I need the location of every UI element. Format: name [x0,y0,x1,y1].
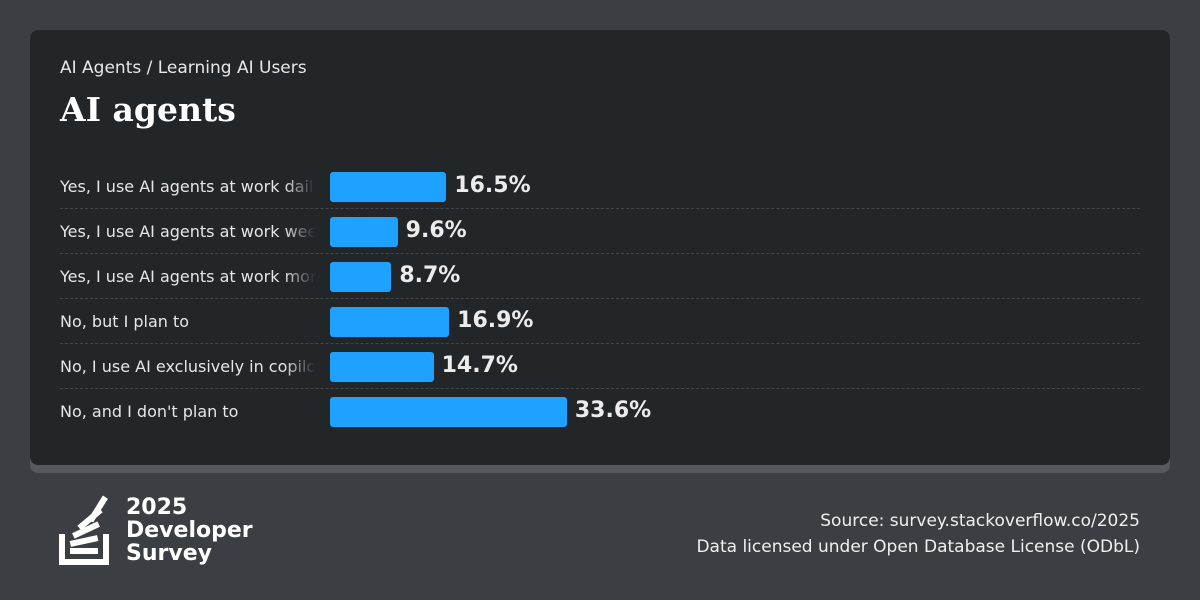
bar-label: No, and I don't plan to [60,402,239,421]
logo-text: 2025 Developer Survey [126,496,253,565]
bar-value-label: 8.7% [399,263,461,288]
logo-survey: Survey [126,541,212,566]
footer: Source: survey.stackoverflow.co/2025 Dat… [696,508,1140,560]
bar [330,172,447,202]
logo-developer: Developer [126,518,253,543]
bar-row: No, and I don't plan to 33.6% [60,389,1140,434]
bar-row: Yes, I use AI agents at work weekly 9.6% [60,209,1140,254]
logo-year: 2025 [126,495,188,520]
survey-logo: 2025 Developer Survey [58,494,258,574]
bar-value-label: 14.7% [441,353,518,378]
bar [330,307,450,337]
bar-row: No, but I plan to 16.9% [60,299,1140,344]
bar-value-label: 9.6% [405,218,467,243]
bar-row: Yes, I use AI agents at work monthly or … [60,254,1140,299]
bar [330,397,567,427]
chart-card: AI Agents / Learning AI Users AI agents … [30,30,1170,465]
chart-title: AI agents [60,90,236,129]
bar-value-label: 16.5% [454,173,531,198]
bar-label: Yes, I use AI agents at work monthly or … [60,267,315,286]
breadcrumb: AI Agents / Learning AI Users [60,58,307,78]
stack-logo-icon [59,495,109,565]
bar-label: Yes, I use AI agents at work daily [60,177,315,196]
source-text: Source: survey.stackoverflow.co/2025 [820,511,1140,531]
bar-row: No, I use AI exclusively in copilot/auto… [60,344,1140,389]
bar-label: Yes, I use AI agents at work weekly [60,222,315,241]
bar [330,262,392,292]
bar-value-label: 16.9% [457,308,534,333]
bar-value-label: 33.6% [574,398,652,423]
bar-label: No, but I plan to [60,312,190,331]
bar-label: No, I use AI exclusively in copilot/auto… [60,357,315,376]
license-text: Data licensed under Open Database Licens… [696,537,1140,557]
bar [330,352,434,382]
bar-rows: Yes, I use AI agents at work daily 16.5% Y… [60,164,1140,434]
bar-row: Yes, I use AI agents at work daily 16.5% [60,164,1140,209]
bar [330,217,398,247]
